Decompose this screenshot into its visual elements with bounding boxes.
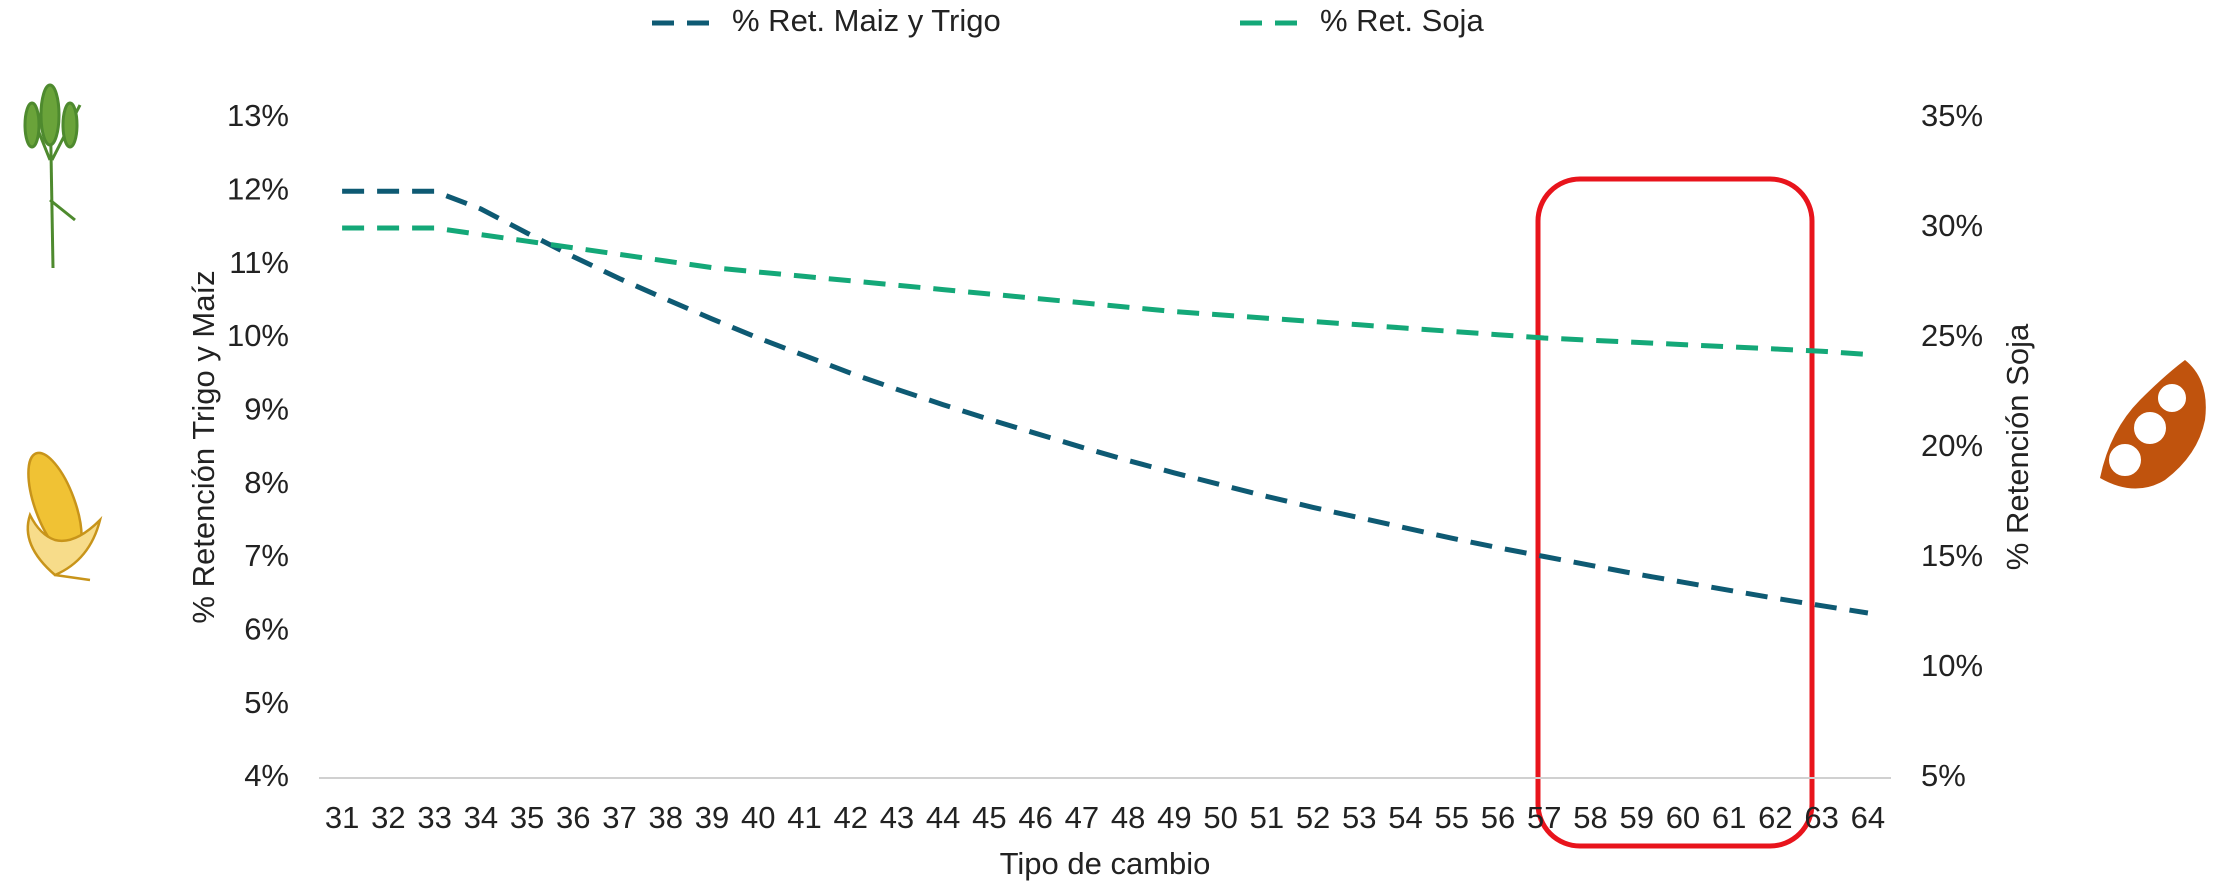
x-tick-label: 49 (1157, 800, 1191, 835)
x-tick-label: 57 (1527, 800, 1561, 835)
corn-icon (26, 451, 103, 582)
x-tick-label: 52 (1296, 800, 1330, 835)
y-tick-label: 6% (244, 612, 289, 647)
x-tick-label: 46 (1018, 800, 1052, 835)
y2-axis-title: % Retención Soja (2000, 323, 2035, 570)
x-tick-label: 51 (1250, 800, 1284, 835)
x-tick-label: 36 (556, 800, 590, 835)
y-tick-label: 13% (227, 98, 289, 133)
x-tick-label: 47 (1065, 800, 1099, 835)
y-tick-label: 10% (227, 318, 289, 353)
legend-label: % Ret. Maiz y Trigo (732, 3, 1001, 38)
series-line (342, 225, 1869, 357)
x-tick-label: 61 (1712, 800, 1746, 835)
x-tick-label: 63 (1804, 800, 1838, 835)
y2-tick-label: 10% (1921, 648, 1983, 683)
y2-tick-label: 15% (1921, 538, 1983, 573)
y2-tick-label: 25% (1921, 318, 1983, 353)
x-tick-label: 56 (1481, 800, 1515, 835)
x-tick-label: 31 (325, 800, 359, 835)
wheat-icon (23, 83, 82, 269)
y-tick-label: 8% (244, 465, 289, 500)
y2-tick-label: 20% (1921, 428, 1983, 463)
highlight-box (1535, 176, 1815, 849)
x-tick-label: 48 (1111, 800, 1145, 835)
x-tick-label: 40 (741, 800, 775, 835)
y-tick-label: 4% (244, 758, 289, 793)
x-tick-label: 45 (972, 800, 1006, 835)
y-tick-label: 9% (244, 392, 289, 427)
x-tick-label: 35 (510, 800, 544, 835)
y2-tick-label: 5% (1921, 758, 1966, 793)
x-tick-label: 54 (1388, 800, 1422, 835)
x-tick-label: 44 (926, 800, 960, 835)
x-axis-title: Tipo de cambio (1000, 846, 1211, 881)
y2-tick-label: 30% (1921, 208, 1983, 243)
x-tick-label: 53 (1342, 800, 1376, 835)
x-tick-label: 58 (1573, 800, 1607, 835)
x-tick-label: 60 (1666, 800, 1700, 835)
x-tick-label: 37 (602, 800, 636, 835)
y-tick-label: 5% (244, 685, 289, 720)
x-tick-label: 42 (833, 800, 867, 835)
x-tick-label: 41 (787, 800, 821, 835)
x-tick-label: 39 (695, 800, 729, 835)
x-tick-label: 50 (1203, 800, 1237, 835)
x-tick-label: 32 (371, 800, 405, 835)
x-tick-label: 33 (417, 800, 451, 835)
x-tick-label: 34 (464, 800, 498, 835)
y-tick-label: 7% (244, 538, 289, 573)
x-tick-label: 62 (1758, 800, 1792, 835)
y-tick-label: 12% (227, 172, 289, 207)
x-tick-label: 43 (880, 800, 914, 835)
y-axis-title: % Retención Trigo y Maíz (186, 270, 221, 623)
y-tick-label: 11% (229, 245, 289, 280)
soy-icon (2100, 360, 2206, 489)
x-tick-label: 64 (1851, 800, 1885, 835)
x-tick-label: 38 (649, 800, 683, 835)
y2-tick-label: 35% (1921, 98, 1983, 133)
x-tick-label: 59 (1619, 800, 1653, 835)
legend-label: % Ret. Soja (1320, 3, 1484, 38)
series-line (342, 188, 1869, 616)
x-tick-label: 55 (1435, 800, 1469, 835)
